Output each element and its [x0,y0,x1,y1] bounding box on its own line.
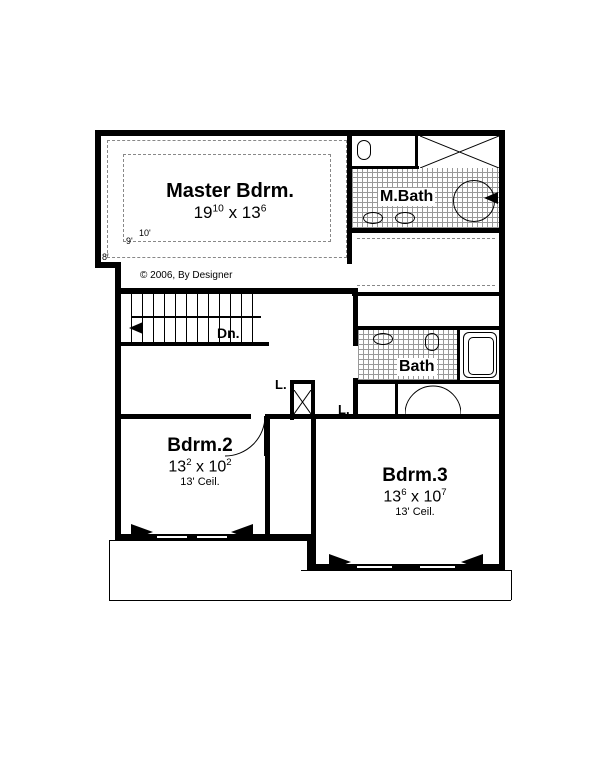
bdrm3-closet-doors [405,384,461,418]
bdrm3-window-r [461,554,483,570]
bdrm3-name: Bdrm.3 [345,465,485,487]
mbath-sink-2 [395,212,415,224]
master-name: Master Bdrm. [145,180,315,203]
bath-tub [463,332,497,378]
bdrm2-window-r [231,524,253,540]
linen1-label: L. [275,377,287,392]
bdrm3-ceil: 13' Ceil. [345,506,485,518]
wall-outer-left-upper [95,130,101,268]
master-dim: 1910 x 136 [145,203,315,223]
master-dim-8: 8' [102,252,109,262]
bdrm2-window-l [131,524,153,540]
wall-bdrm3-left [311,414,316,568]
bath-label: Bath [397,358,437,376]
wall-bdrm2-corner [265,414,315,419]
wall-closet-right-short [499,265,505,295]
closet-shelf-2 [357,285,495,286]
master-dim-9: 9' [126,236,133,246]
linen-x [294,390,311,414]
wall-outer-left-lower [115,262,121,540]
bdrm3-dim: 136 x 107 [345,487,485,506]
bath-toilet [425,333,439,351]
overhang-line-l [109,540,309,541]
mbath-window-tri [484,192,498,204]
bath-sink [373,333,393,345]
overhang-line-r [301,570,511,571]
mbath-shower [420,136,499,168]
wall-closet-top [347,228,505,233]
wall-bath-mid [457,330,460,380]
overhang-v-l [109,540,110,600]
mbath-toilet-wall [352,166,419,169]
mbath-divider [415,136,418,168]
bdrm3-label: Bdrm.3 136 x 107 13' Ceil. [345,465,485,518]
wall-linen-box-t [290,380,315,384]
copyright-text: © 2006, By Designer [140,270,232,281]
bdrm2-door-swing [225,416,269,460]
floorplan-container: Master Bdrm. 1910 x 136 9' 10' 8' © 2006… [95,130,505,600]
mbath-sink-1 [363,212,383,224]
bdrm3-window-l [329,554,351,570]
stairs [131,294,261,342]
bdrm2-ceil: 13' Ceil. [135,476,265,488]
wall-bdrm3-closet [395,384,398,418]
master-dim-10: 10' [139,228,151,238]
mbath-toilet [357,140,371,160]
mbath-label: M.Bath [378,188,435,206]
dn-label: Dn. [217,325,240,341]
master-bedroom-label: Master Bdrm. 1910 x 136 [145,180,315,223]
overhang-v-r [511,570,512,600]
wall-outer-right [499,130,505,570]
wall-closet-bottom [352,292,505,296]
stairs-arrow [129,322,143,334]
wall-hall-v1b [353,378,358,418]
wall-stairs-bottom [121,342,269,346]
closet-shelf [357,238,495,239]
stairs-rail [131,316,261,318]
overhang-bottom [109,600,511,601]
